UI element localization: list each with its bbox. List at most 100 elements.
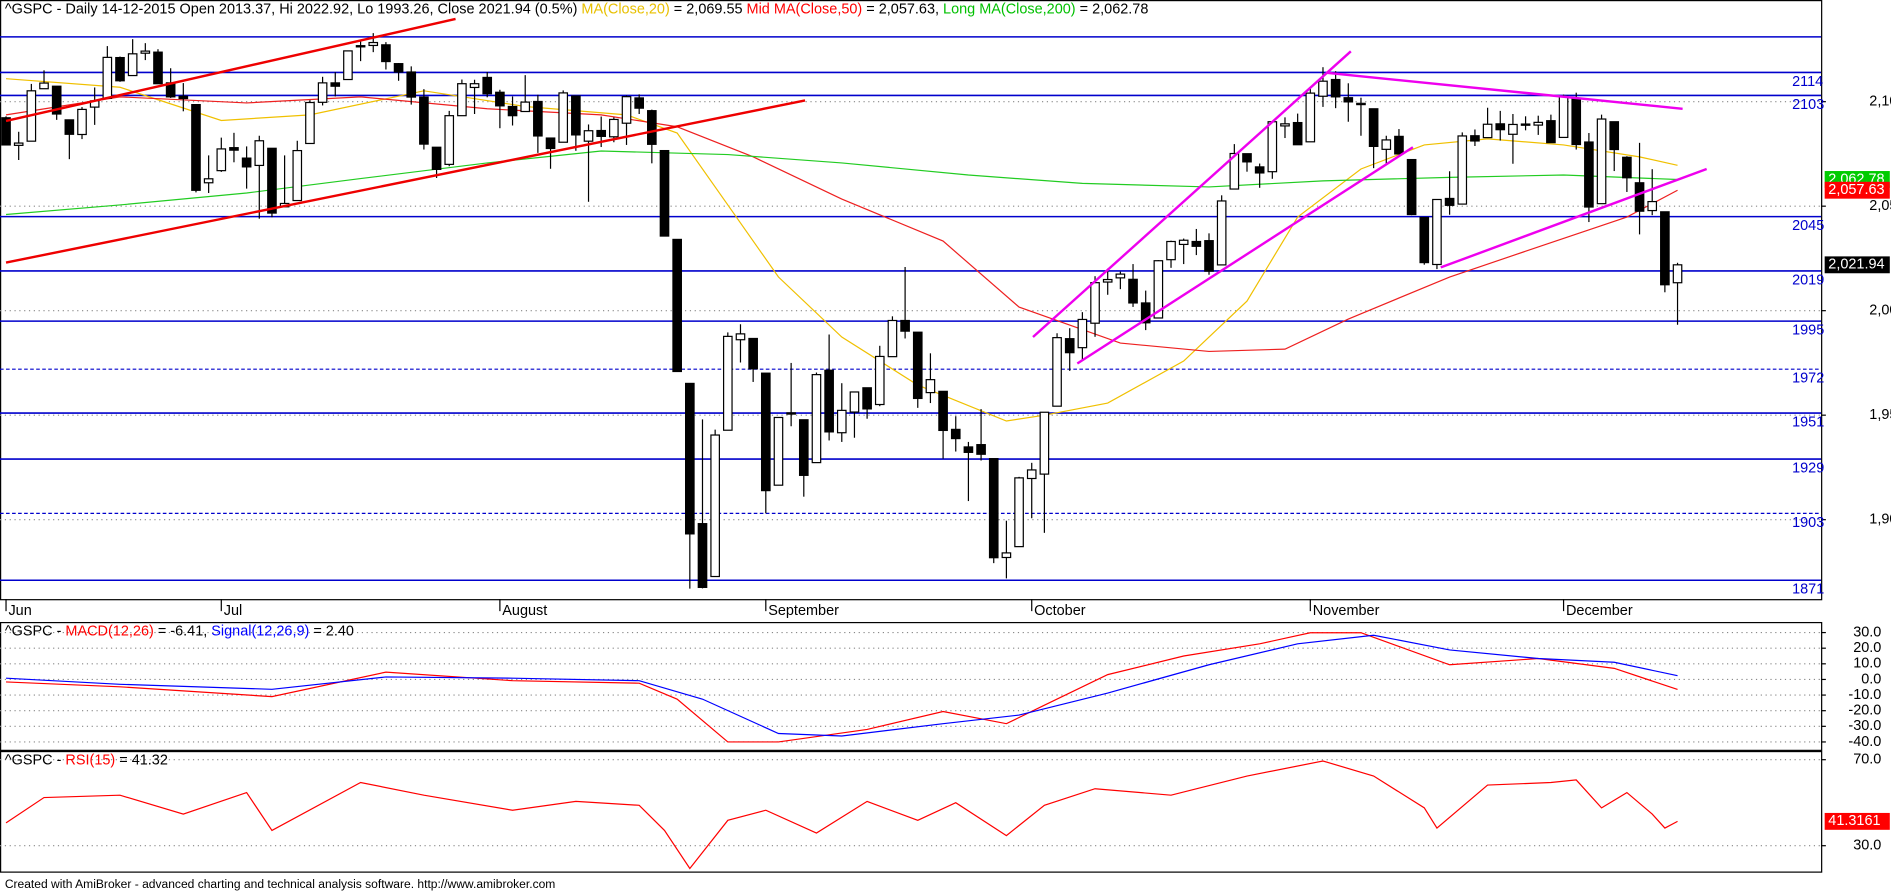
candle-body — [140, 50, 151, 54]
candle-body — [444, 115, 455, 165]
y-tick-label: 2,000.0 — [1869, 302, 1891, 318]
macd-panel-border — [0, 621, 1823, 751]
candle-body — [216, 148, 227, 172]
candle-body — [1330, 78, 1341, 98]
y-tick-label: -20.0 — [1848, 703, 1881, 719]
candle-body — [1368, 108, 1379, 148]
value-tag-bg — [1824, 812, 1890, 830]
y-tick-label: 30.0 — [1853, 624, 1881, 640]
candle-body — [1026, 469, 1037, 480]
candle-body — [976, 444, 986, 455]
candle-body — [1191, 240, 1202, 247]
candle-body — [1596, 118, 1607, 205]
candle-body — [127, 53, 138, 77]
candle-body — [1394, 135, 1404, 155]
candle-body — [254, 140, 265, 167]
y-tick-label: 1,900.0 — [1869, 511, 1891, 527]
candle-body — [596, 129, 607, 137]
candle-body — [1318, 80, 1328, 97]
candle-body — [874, 355, 885, 406]
candle-body — [1292, 121, 1303, 146]
candle-body — [697, 523, 708, 588]
candle-body — [1140, 302, 1151, 324]
title-part: Mid MA(Close,50) — [747, 1, 863, 17]
candle-body — [1432, 198, 1442, 266]
level-label: 1972 — [1792, 371, 1824, 387]
candle-body — [457, 83, 467, 117]
level-label: 1871 — [1792, 582, 1824, 598]
y-tick-label: -30.0 — [1848, 718, 1881, 734]
candle-body — [1166, 240, 1176, 261]
trendline — [1076, 146, 1414, 365]
candle-body — [1584, 141, 1594, 208]
candle-body — [571, 95, 581, 136]
level-label: 1951 — [1792, 415, 1824, 431]
candle-body — [1634, 182, 1645, 212]
candle-body — [482, 76, 493, 95]
candle-body — [1660, 211, 1670, 286]
candle-body — [1014, 477, 1024, 548]
candle-body — [64, 119, 75, 135]
candle-body — [520, 101, 531, 113]
y-tick-label: 2,100.0 — [1869, 93, 1891, 109]
candle-body — [1356, 102, 1366, 106]
chart-title: ^GSPC - Daily 14-12-2015 Open 2013.37, H… — [5, 1, 1149, 17]
title-part: MACD(12,26) — [65, 623, 153, 639]
candle-body — [77, 108, 87, 136]
candle-body — [1216, 200, 1227, 266]
candle-body — [912, 331, 923, 400]
candle-body — [1495, 123, 1506, 131]
candle-body — [178, 95, 189, 100]
candle-body — [1280, 123, 1290, 127]
candle-body — [1609, 121, 1620, 151]
candle-body — [1647, 200, 1658, 212]
candle-body — [51, 85, 62, 115]
candle-body — [938, 390, 948, 432]
candle-body — [1419, 216, 1430, 264]
candle-body — [722, 335, 733, 431]
candle-body — [798, 419, 809, 476]
panel-title: ^GSPC - MACD(12,26) = -6.41, Signal(12,2… — [5, 623, 354, 639]
value-tag: 2,021.94 — [1828, 257, 1884, 273]
candle-body — [1001, 552, 1012, 559]
candle-body — [609, 118, 619, 138]
level-label: 2114 — [1792, 74, 1823, 90]
title-part: = 2,069.55 — [670, 1, 747, 17]
title-part: MA(Close,20) — [581, 1, 669, 17]
candle-body — [1558, 95, 1569, 139]
candle-body — [1128, 278, 1138, 304]
candle-body — [1102, 278, 1113, 283]
y-tick-label: 2,050.0 — [1869, 198, 1891, 214]
title-part: ^GSPC - — [5, 752, 66, 768]
candle-body — [659, 149, 670, 237]
candle-body — [381, 44, 391, 63]
y-tick-label: -10.0 — [1848, 687, 1881, 703]
moving-average — [5, 96, 1678, 353]
candle-body — [811, 374, 822, 464]
y-tick-label: 10.0 — [1853, 656, 1881, 672]
candle-body — [1115, 273, 1126, 279]
candle-body — [203, 178, 214, 184]
trendline — [1032, 50, 1352, 338]
candle-body — [1520, 123, 1531, 126]
candle-body — [431, 146, 442, 170]
main-panel-border — [0, 0, 1823, 601]
candle-body — [900, 319, 910, 332]
candle-body — [760, 372, 771, 492]
candle-body — [1064, 338, 1075, 354]
x-tick-label: October — [1034, 603, 1086, 619]
candle-body — [1178, 239, 1189, 246]
candle-body — [862, 387, 872, 410]
candle-body — [191, 104, 201, 191]
candle-body — [1622, 156, 1632, 179]
title-part: Signal(12,26,9) — [211, 623, 309, 639]
title-part: = 2.40 — [309, 623, 354, 639]
candle-body — [621, 96, 632, 124]
level-label: 2103 — [1792, 97, 1824, 113]
candle-body — [102, 56, 113, 99]
value-tag-bg — [1824, 256, 1890, 274]
candle-body — [647, 110, 657, 145]
candle-body — [393, 63, 404, 73]
